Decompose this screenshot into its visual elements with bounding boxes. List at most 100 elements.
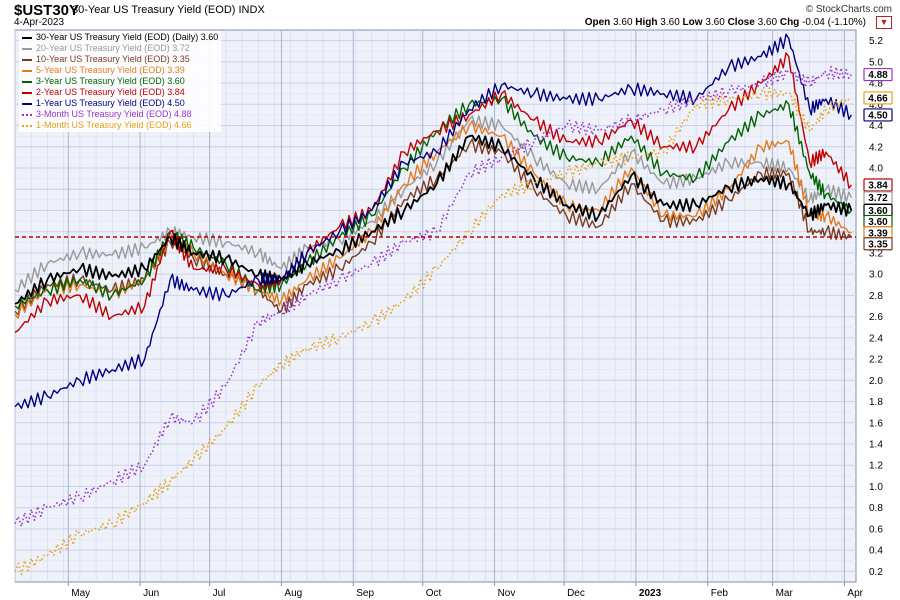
last-value-label: 3.39 — [868, 228, 888, 239]
series-line — [14, 52, 852, 334]
series-line — [14, 86, 852, 576]
legend-label: 5-Year US Treasury Yield (EOD) 3.39 — [36, 65, 185, 75]
y-tick-label: 3.2 — [869, 248, 883, 259]
x-tick-label: Apr — [847, 588, 863, 599]
legend-item: 20-Year US Treasury Yield (EOD) 3.72 — [22, 43, 218, 54]
y-tick-label: 0.8 — [869, 503, 883, 514]
last-value-label: 3.72 — [868, 193, 888, 204]
legend-label: 30-Year US Treasury Yield (EOD) (Daily) … — [36, 32, 219, 42]
y-tick-label: 4.6 — [869, 100, 883, 111]
last-value-tag — [863, 108, 893, 122]
y-tick-label: 4.2 — [869, 142, 883, 153]
y-tick-label: 1.8 — [869, 397, 883, 408]
close-label: Close — [727, 17, 755, 28]
open-value: 3.60 — [613, 17, 633, 28]
last-value-label: 3.60 — [868, 206, 888, 217]
y-tick-label: 2.2 — [869, 355, 883, 366]
last-value-tag — [863, 191, 893, 205]
chg-value: -0.04 (-1.10%) — [802, 17, 866, 28]
last-value-tag — [863, 67, 893, 82]
legend-swatch — [22, 36, 32, 39]
chart-description: 30-Year US Treasury Yield (EOD) INDX — [72, 4, 265, 16]
y-tick-label: 5.0 — [869, 57, 883, 68]
y-tick-label: 0.2 — [869, 567, 883, 578]
x-tick-label: Nov — [498, 588, 516, 599]
series-line — [14, 33, 852, 409]
low-value: 3.60 — [705, 17, 725, 28]
chart-legend: 30-Year US Treasury Yield (EOD) (Daily) … — [19, 31, 222, 132]
legend-label: 1-Year US Treasury Yield (EOD) 4.50 — [36, 98, 185, 108]
last-value-label: 3.60 — [868, 217, 888, 228]
legend-item: 10-Year US Treasury Yield (EOD) 3.35 — [22, 54, 218, 65]
close-value: 3.60 — [757, 17, 778, 28]
y-tick-label: 5.2 — [869, 36, 883, 47]
legend-label: 10-Year US Treasury Yield (EOD) 3.35 — [36, 54, 190, 64]
legend-swatch — [22, 91, 32, 94]
legend-label: 3-Month US Treasury Yield (EOD) 4.88 — [36, 109, 192, 119]
y-tick-label: 2.8 — [869, 291, 883, 302]
high-value: 3.60 — [660, 17, 680, 28]
legend-item: 3-Year US Treasury Yield (EOD) 3.60 — [22, 76, 218, 87]
y-tick-label: 4.0 — [869, 164, 883, 175]
x-tick-label: Aug — [284, 588, 302, 599]
legend-swatch — [22, 102, 32, 105]
chg-label: Chg — [779, 17, 800, 28]
y-tick-label: 2.4 — [869, 333, 883, 344]
last-value-tag — [863, 178, 893, 192]
y-tick-label: 0.6 — [869, 524, 883, 535]
y-tick-label: 2.0 — [869, 376, 883, 387]
legend-label: 3-Year US Treasury Yield (EOD) 3.60 — [36, 76, 185, 86]
chart-date: 4-Apr-2023 — [14, 17, 65, 28]
legend-swatch — [22, 58, 32, 61]
legend-swatch — [22, 113, 32, 116]
x-tick-label: Mar — [776, 588, 794, 599]
legend-swatch — [22, 69, 32, 72]
series-line — [14, 134, 853, 305]
ohlc-readout: Open 3.60 High 3.60 Low 3.60 Close 3.60 … — [585, 17, 866, 28]
legend-item: 2-Year US Treasury Yield (EOD) 3.84 — [22, 87, 218, 98]
last-value-label: 4.66 — [868, 93, 888, 104]
ticker-symbol[interactable]: $UST30Y — [14, 2, 80, 19]
last-value-label: 4.50 — [868, 110, 888, 121]
legend-swatch — [22, 80, 32, 83]
x-tick-label: Jun — [143, 588, 159, 599]
legend-label: 1-Month US Treasury Yield (EOD) 4.66 — [36, 120, 192, 130]
y-tick-label: 3.0 — [869, 270, 883, 281]
legend-item: 5-Year US Treasury Yield (EOD) 3.39 — [22, 65, 218, 76]
x-tick-label: May — [71, 588, 90, 599]
legend-item: 30-Year US Treasury Yield (EOD) (Daily) … — [22, 32, 218, 43]
last-value-tag — [863, 237, 893, 251]
chevron-down-icon[interactable]: ▼ — [876, 16, 892, 29]
legend-item: 1-Year US Treasury Yield (EOD) 4.50 — [22, 98, 218, 109]
y-tick-label: 1.2 — [869, 461, 883, 472]
x-tick-label: Sep — [356, 588, 374, 599]
legend-swatch — [22, 47, 32, 50]
series-line — [14, 65, 853, 528]
series-line — [14, 115, 853, 293]
y-tick-label: 1.6 — [869, 418, 883, 429]
y-tick-label: 1.0 — [869, 482, 883, 493]
x-tick-label: Jul — [213, 588, 226, 599]
low-label: Low — [682, 17, 703, 28]
x-tick-label: 2023 — [639, 588, 662, 599]
last-value-label: 4.88 — [868, 70, 888, 81]
last-value-tag — [863, 91, 893, 105]
x-tick-label: Dec — [567, 588, 585, 599]
high-label: High — [635, 17, 658, 28]
brand-watermark: © StockCharts.com — [805, 4, 892, 15]
last-value-label: 3.35 — [868, 239, 888, 250]
legend-swatch — [22, 124, 32, 127]
y-tick-label: 0.4 — [869, 546, 883, 557]
x-tick-label: Oct — [426, 588, 442, 599]
open-label: Open — [584, 17, 611, 28]
chart-header: $UST30Y 30-Year US Treasury Yield (EOD) … — [0, 0, 900, 30]
y-tick-label: 2.6 — [869, 312, 883, 323]
legend-label: 2-Year US Treasury Yield (EOD) 3.84 — [36, 87, 185, 97]
y-tick-label: 4.4 — [869, 121, 883, 132]
y-tick-label: 1.4 — [869, 440, 883, 451]
legend-item: 3-Month US Treasury Yield (EOD) 4.88 — [22, 109, 218, 120]
legend-label: 20-Year US Treasury Yield (EOD) 3.72 — [36, 43, 190, 53]
legend-item: 1-Month US Treasury Yield (EOD) 4.66 — [22, 120, 218, 131]
series-description: 30-Year US Treasury Yield (EOD) — [72, 4, 236, 16]
